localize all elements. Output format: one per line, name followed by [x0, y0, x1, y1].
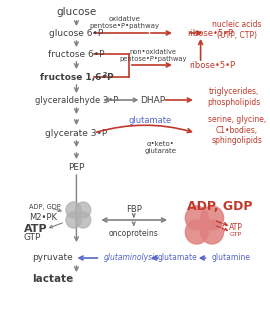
Text: GTP: GTP [24, 232, 41, 241]
Text: ADP, GDP: ADP, GDP [187, 200, 252, 213]
Text: M2•PK: M2•PK [29, 212, 57, 221]
Text: 2: 2 [103, 71, 107, 76]
Text: fructose 6•P: fructose 6•P [48, 49, 105, 58]
Text: glucose 6•P: glucose 6•P [49, 28, 104, 37]
Text: glucose: glucose [56, 7, 97, 17]
Circle shape [201, 206, 224, 230]
Circle shape [185, 220, 208, 244]
Text: GTP: GTP [229, 231, 241, 236]
Text: glutamate: glutamate [128, 116, 172, 125]
Text: ATP: ATP [24, 224, 48, 234]
Text: non•oxidative
pentose•P•pathway: non•oxidative pentose•P•pathway [119, 48, 187, 61]
Circle shape [66, 212, 81, 228]
Text: PEP: PEP [68, 163, 85, 171]
Text: glutaminolysis: glutaminolysis [104, 254, 160, 263]
Text: oxidative
pentose•P•pathway: oxidative pentose•P•pathway [89, 15, 159, 28]
Text: oncoproteins: oncoproteins [109, 228, 158, 237]
Text: lactate: lactate [32, 274, 73, 284]
Circle shape [76, 212, 91, 228]
Text: DHAP: DHAP [140, 96, 166, 105]
Text: nucleic acids
(UTP, CTP): nucleic acids (UTP, CTP) [212, 20, 262, 40]
Text: FBP: FBP [126, 204, 142, 213]
Circle shape [76, 202, 91, 218]
Text: glyceraldehyde 3•P: glyceraldehyde 3•P [35, 96, 118, 105]
Text: glycerate 3•P: glycerate 3•P [45, 129, 107, 138]
Text: triglycerides,
phospholipids: triglycerides, phospholipids [207, 87, 261, 107]
Circle shape [66, 202, 81, 218]
Text: fructose 1,6•P: fructose 1,6•P [40, 72, 113, 81]
Text: α•keto•
glutarate: α•keto• glutarate [144, 141, 177, 154]
Text: ribose•5•P: ribose•5•P [187, 28, 233, 37]
Text: ATP: ATP [229, 223, 243, 232]
Text: ADP, GDP: ADP, GDP [29, 204, 60, 210]
Text: serine, glycine,
C1•bodies,
sphingolipids: serine, glycine, C1•bodies, sphingolipid… [208, 115, 266, 145]
Text: pyruvate: pyruvate [32, 254, 73, 263]
Circle shape [201, 220, 224, 244]
Text: ribose•5•P: ribose•5•P [189, 60, 235, 69]
Text: glutamate: glutamate [158, 254, 198, 263]
Circle shape [185, 206, 208, 230]
Text: glutamine: glutamine [212, 254, 251, 263]
